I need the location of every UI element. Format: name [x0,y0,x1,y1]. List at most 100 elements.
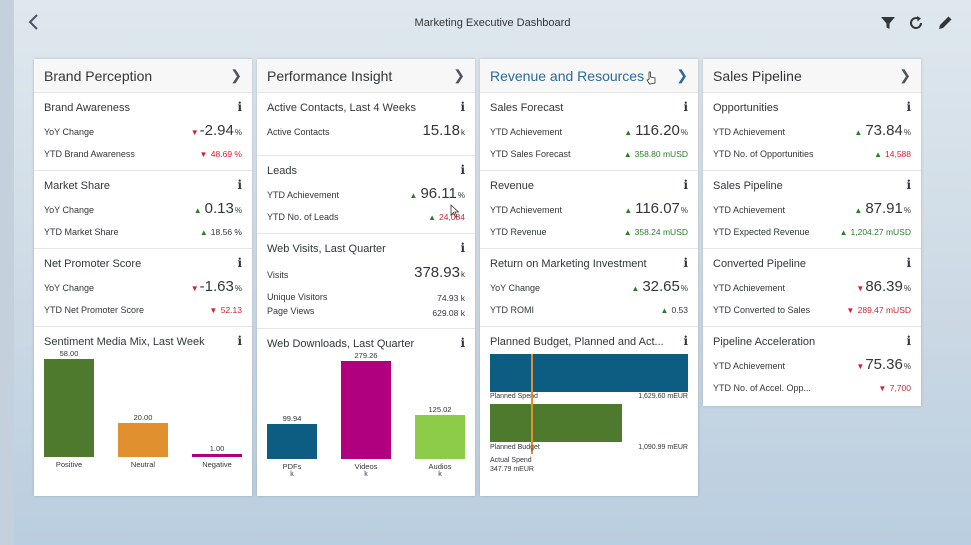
net-promoter-score-tile[interactable]: Net Promoter Score i YoY Change ▼-1.63% … [34,249,252,327]
bar-category-label: Negative [202,460,232,469]
trend-down-icon: ▼ [199,150,208,159]
kpi-secondary-value: 74.93 k [437,293,465,303]
opportunities-tile[interactable]: Opportunities i YTD Achievement ▲ 73.84% … [703,93,921,171]
info-icon[interactable]: i [460,241,465,255]
sales-forecast-tile[interactable]: Sales Forecast i YTD Achievement ▲ 116.20… [480,93,698,171]
top-bar: Marketing Executive Dashboard [14,0,971,48]
performance-insight-card: Performance Insight ❯ Active Contacts, L… [257,59,475,496]
chevron-right-icon[interactable]: ❯ [230,67,242,83]
tile-title: Converted Pipeline [713,258,806,270]
bar-audios[interactable] [415,415,465,459]
tile-title: Market Share [44,180,111,192]
kpi-value: ▼-1.63% [190,278,242,295]
actual-spend-marker [531,354,533,454]
info-icon[interactable]: i [237,256,242,270]
info-icon[interactable]: i [683,334,688,348]
market-share-tile[interactable]: Market Share i YoY Change ▲ 0.13% YTD Mar… [34,171,252,249]
sales-pipeline-header[interactable]: Sales Pipeline ❯ [703,59,921,93]
bar-negative[interactable] [192,454,242,457]
trend-down-icon: ▼ [846,306,855,315]
info-icon[interactable]: i [906,100,911,114]
kpi-value: ▼75.36% [856,356,911,373]
chevron-right-icon[interactable]: ❯ [453,67,465,83]
trend-up-icon: ▲ [199,228,208,237]
bar-videos[interactable] [341,361,391,459]
kpi-value: ▲ 96.11% [409,185,465,202]
bar-pdfs[interactable] [267,424,317,459]
kpi-secondary-value: ▼ 52.13 [209,305,242,315]
chevron-right-icon[interactable]: ❯ [899,67,911,83]
marker-value: 347.79 mEUR [490,466,534,473]
converted-pipeline-tile[interactable]: Converted Pipeline i YTD Achievement ▼86… [703,249,921,327]
trend-up-icon: ▲ [624,128,633,137]
tile-title: Web Downloads, Last Quarter [267,338,415,350]
trend-up-icon: ▲ [624,206,633,215]
revenue-tile[interactable]: Revenue i YTD Achievement ▲ 116.07% YTD R… [480,171,698,249]
kpi-label: YTD No. of Opportunities [713,149,814,159]
planned-budget-tile[interactable]: Planned Budget, Planned and Act... i Pla… [480,327,698,494]
kpi-value: ▲ 87.91% [854,200,911,217]
kpi-value: ▲ 0.13% [193,200,242,217]
edit-icon[interactable] [936,14,954,32]
info-icon[interactable]: i [237,178,242,192]
bar-positive[interactable] [44,359,94,457]
sentiment-media-mix-tile[interactable]: Sentiment Media Mix, Last Week i 58.00 Po… [34,327,252,494]
info-icon[interactable]: i [906,256,911,270]
kpi-label: Unique Visitors [267,292,328,302]
trend-up-icon: ▲ [623,150,632,159]
info-icon[interactable]: i [460,163,465,177]
leads-tile[interactable]: Leads i YTD Achievement ▲ 96.11% YTD No. … [257,156,475,234]
bar-label: Planned Budget [490,444,540,451]
mouse-pointer-icon [450,204,460,221]
kpi-secondary-value: ▼ 7,700 [878,383,911,393]
web-visits-tile[interactable]: Web Visits, Last Quarter i Visits 378.93… [257,234,475,329]
active-contacts-tile[interactable]: Active Contacts, Last 4 Weeks i Active C… [257,93,475,156]
kpi-label: Active Contacts [267,127,330,137]
kpi-label: Page Views [267,306,315,316]
sales-pipeline-card: Sales Pipeline ❯ Opportunities i YTD Ach… [703,59,921,406]
revenue-resources-header[interactable]: Revenue and Resources ❯ [480,59,698,93]
info-icon[interactable]: i [683,178,688,192]
web-downloads-tile[interactable]: Web Downloads, Last Quarter i 99.94 PDFs k… [257,329,475,496]
card-title: Brand Perception [44,68,153,84]
info-icon[interactable]: i [237,100,242,114]
info-icon[interactable]: i [237,334,242,348]
page-title: Marketing Executive Dashboard [414,17,571,29]
info-icon[interactable]: i [683,100,688,114]
performance-insight-header[interactable]: Performance Insight ❯ [257,59,475,93]
tile-title: Sales Pipeline [713,180,783,192]
brand-perception-header[interactable]: Brand Perception ❯ [34,59,252,93]
tile-title: Sales Forecast [490,102,564,114]
trend-up-icon: ▲ [854,206,863,215]
kpi-secondary-value: ▲ 358.24 mUSD [623,227,688,237]
sales-pipeline-tile[interactable]: Sales Pipeline i YTD Achievement ▲ 87.91%… [703,171,921,249]
bar-neutral[interactable] [118,423,168,457]
refresh-icon[interactable] [907,14,925,32]
kpi-label: YTD Achievement [713,283,786,293]
chevron-left-icon[interactable] [24,12,48,36]
info-icon[interactable]: i [460,336,465,350]
brand-perception-card: Brand Perception ❯ Brand Awareness i YoY… [34,59,252,496]
kpi-value: ▲ 73.84% [854,122,911,139]
info-icon[interactable]: i [906,334,911,348]
info-icon[interactable]: i [906,178,911,192]
filter-icon[interactable] [879,14,897,32]
chevron-right-icon[interactable]: ❯ [676,67,688,83]
romi-tile[interactable]: Return on Marketing Investment i YoY Cha… [480,249,698,327]
kpi-value: ▲ 116.07% [624,200,688,217]
trend-down-icon: ▼ [878,384,887,393]
bar-value: 1,629.60 mEUR [638,393,688,400]
marker-label: Actual Spend [490,457,532,464]
trend-down-icon: ▼ [209,306,218,315]
kpi-label: YTD ROMI [490,305,534,315]
info-icon[interactable]: i [460,100,465,114]
info-icon[interactable]: i [683,256,688,270]
trend-up-icon: ▲ [854,128,863,137]
bar-label: Planned Spend [490,393,538,400]
brand-awareness-tile[interactable]: Brand Awareness i YoY Change ▼-2.94% YTD… [34,93,252,171]
kpi-label: YoY Change [44,127,95,137]
kpi-label: YTD Converted to Sales [713,305,811,315]
pipeline-acceleration-tile[interactable]: Pipeline Acceleration i YTD Achievement … [703,327,921,405]
tile-title: Net Promoter Score [44,258,142,270]
window-left-edge [0,0,14,545]
